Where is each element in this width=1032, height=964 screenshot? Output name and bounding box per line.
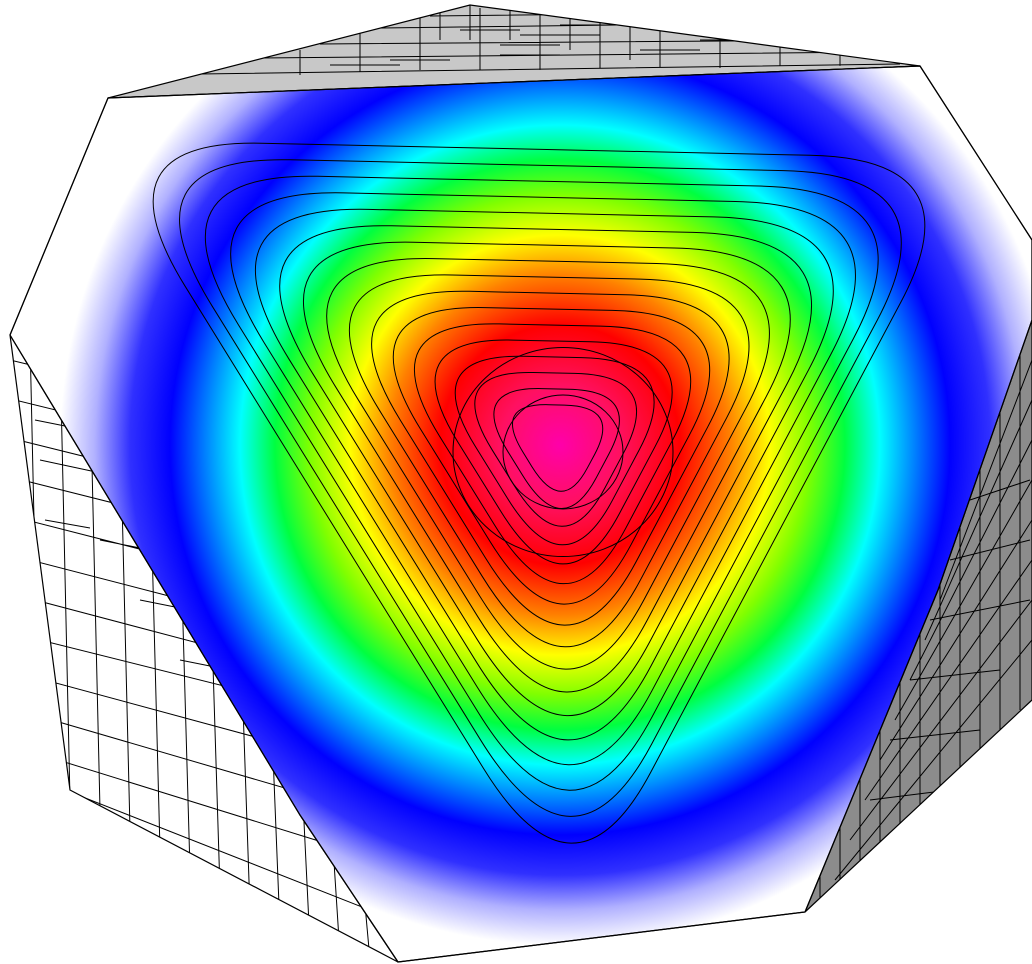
- contour-line: [512, 404, 604, 492]
- top-face-mesh: [199, 5, 901, 75]
- contour-line: [326, 258, 770, 670]
- contour-line: [452, 347, 674, 557]
- contour-line: [348, 274, 750, 648]
- contour-line: [279, 225, 812, 716]
- contour-line: [454, 355, 655, 546]
- contour-line: [204, 175, 879, 791]
- contour-line: [493, 388, 620, 509]
- contour-lines: [152, 142, 926, 844]
- contour-line: [152, 142, 926, 844]
- contour-line: [502, 394, 624, 510]
- slice-outline: [9, 65, 1032, 963]
- contour-line: [302, 241, 791, 693]
- contour-line: [474, 371, 638, 527]
- right-face-mesh: [819, 330, 1032, 905]
- slice-face: [9, 65, 1032, 963]
- contour-line: [179, 159, 902, 817]
- contour-line: [413, 323, 692, 585]
- contour-line: [371, 290, 730, 626]
- top-face: [107, 4, 921, 99]
- contour-line: [230, 192, 856, 766]
- contour-line: [434, 339, 673, 565]
- contour-line: [255, 208, 834, 741]
- contour-line: [392, 307, 711, 605]
